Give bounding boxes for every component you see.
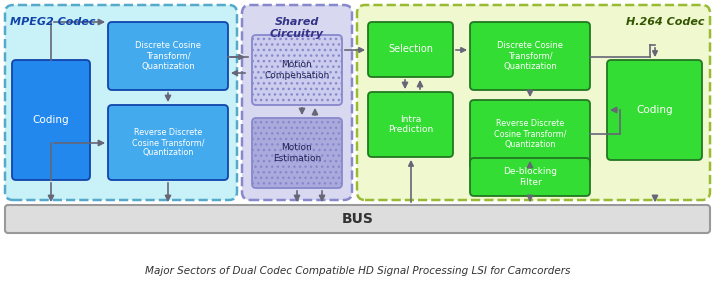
Text: Major Sectors of Dual Codec Compatible HD Signal Processing LSI for Camcorders: Major Sectors of Dual Codec Compatible H… [145, 266, 570, 276]
FancyBboxPatch shape [607, 60, 702, 160]
Text: Coding: Coding [33, 115, 69, 125]
FancyBboxPatch shape [470, 100, 590, 168]
FancyBboxPatch shape [108, 105, 228, 180]
Text: Intra
Prediction: Intra Prediction [388, 115, 433, 134]
Text: MPEG2 Codec: MPEG2 Codec [10, 17, 96, 27]
FancyBboxPatch shape [470, 158, 590, 196]
FancyBboxPatch shape [470, 22, 590, 90]
Text: Coding: Coding [636, 105, 673, 115]
FancyBboxPatch shape [252, 35, 342, 105]
Text: Reverse Discrete
Cosine Transform/
Quantization: Reverse Discrete Cosine Transform/ Quant… [494, 119, 566, 149]
FancyBboxPatch shape [5, 205, 710, 233]
FancyBboxPatch shape [108, 22, 228, 90]
Text: Motion
Compensation: Motion Compensation [265, 60, 330, 80]
FancyBboxPatch shape [368, 92, 453, 157]
FancyBboxPatch shape [5, 5, 237, 200]
FancyBboxPatch shape [252, 118, 342, 188]
FancyBboxPatch shape [12, 60, 90, 180]
Text: Shared
Circuitry: Shared Circuitry [270, 17, 324, 38]
Text: De-blocking
Filter: De-blocking Filter [503, 167, 557, 187]
FancyBboxPatch shape [368, 22, 453, 77]
Text: H.264 Codec: H.264 Codec [626, 17, 705, 27]
Text: Discrete Cosine
Transform/
Quantization: Discrete Cosine Transform/ Quantization [135, 41, 201, 71]
FancyBboxPatch shape [242, 5, 352, 200]
Text: Reverse Discrete
Cosine Transform/
Quantization: Reverse Discrete Cosine Transform/ Quant… [132, 128, 204, 157]
Text: BUS: BUS [342, 212, 373, 226]
Text: Discrete Cosine
Transform/
Quantization: Discrete Cosine Transform/ Quantization [497, 41, 563, 71]
Text: Motion
Estimation: Motion Estimation [273, 143, 321, 163]
FancyBboxPatch shape [357, 5, 710, 200]
Text: Selection: Selection [388, 44, 433, 55]
